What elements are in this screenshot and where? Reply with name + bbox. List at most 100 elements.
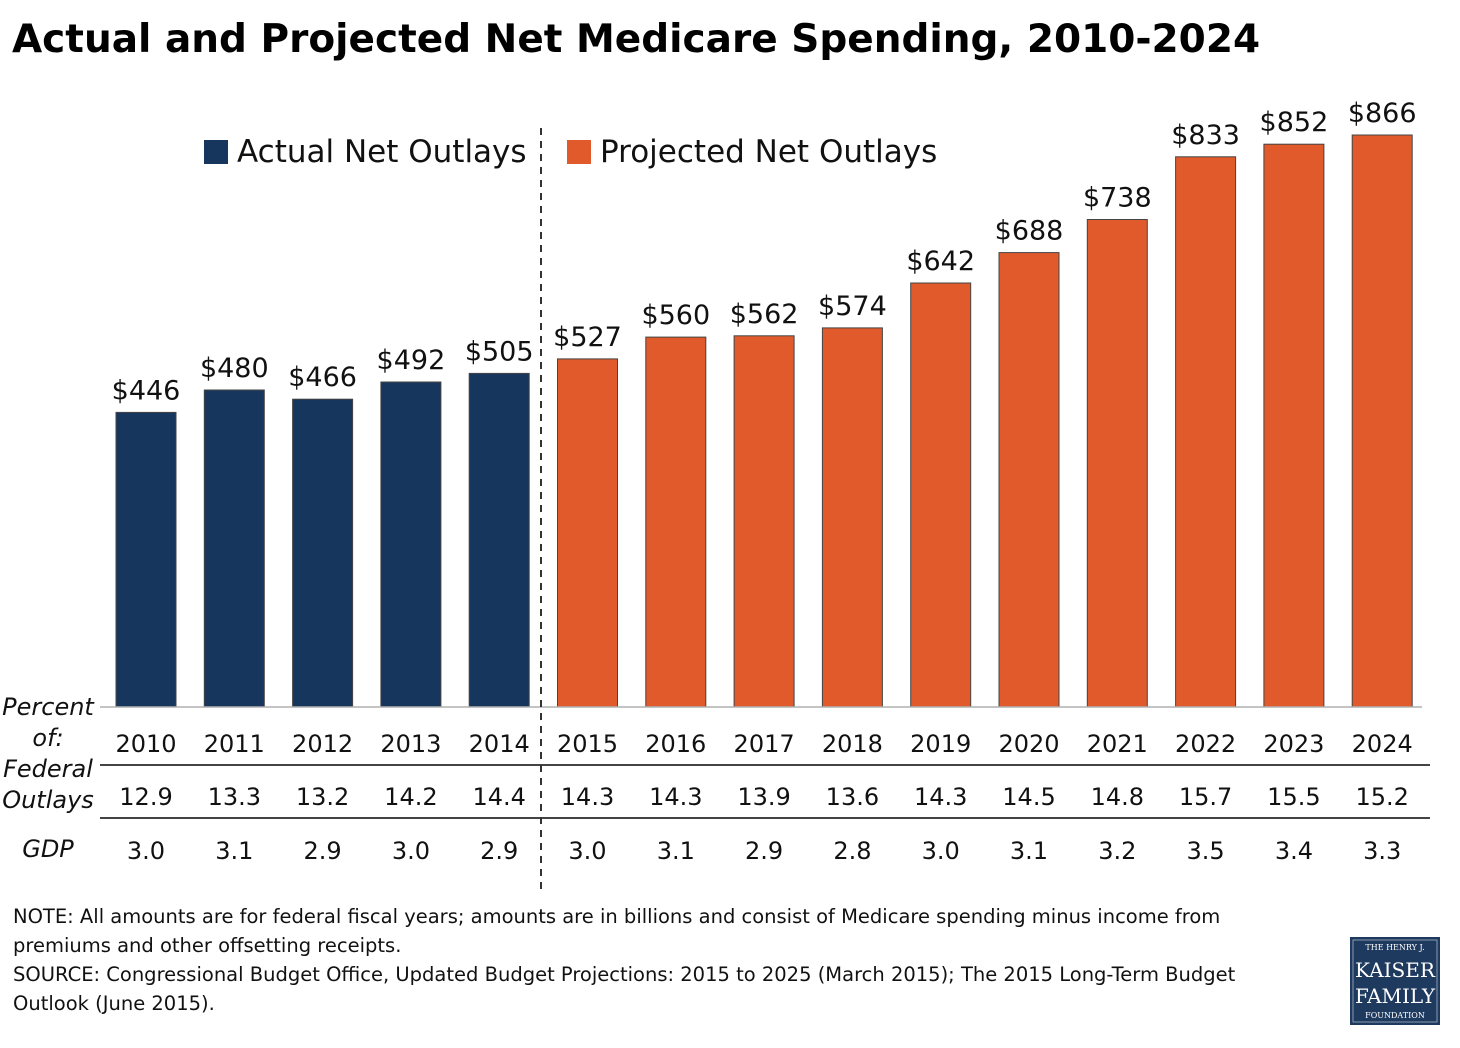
federal-outlays-pct-2022: 15.7 (1179, 783, 1232, 811)
bar-2011 (203, 389, 265, 708)
federal-outlays-pct-2021: 14.8 (1091, 783, 1144, 811)
year-label-2016: 2016 (645, 730, 706, 758)
gdp-pct-2022: 3.5 (1187, 837, 1225, 865)
federal-outlays-pct-2014: 14.4 (472, 783, 525, 811)
year-label-2019: 2019 (910, 730, 971, 758)
year-label-2020: 2020 (998, 730, 1059, 758)
bar-2023 (1263, 143, 1325, 708)
bar-2015 (557, 358, 618, 708)
bar-value-label-2013: $492 (377, 345, 446, 376)
federal-outlays-pct-2016: 14.3 (649, 783, 702, 811)
federal-outlays-pct-2020: 14.5 (1002, 783, 1055, 811)
bar-value-label-2022: $833 (1171, 120, 1240, 151)
year-label-2010: 2010 (115, 730, 176, 758)
gdp-pct-2011: 3.1 (215, 837, 253, 865)
legend-swatch-actual (204, 140, 228, 164)
year-label-2014: 2014 (469, 730, 530, 758)
gdp-pct-2023: 3.4 (1275, 837, 1313, 865)
logo-border (1352, 939, 1438, 1023)
row-header-line-2: of: (32, 724, 63, 752)
bar-value-label-2024: $866 (1348, 98, 1417, 129)
gdp-pct-2015: 3.0 (568, 837, 606, 865)
year-label-2023: 2023 (1263, 730, 1324, 758)
legend-label-projected: Projected Net Outlays (600, 134, 937, 170)
legend: Actual Net Outlays Projected Net Outlays (204, 134, 937, 170)
kaiser-family-foundation-logo: THE HENRY J. KAISER FAMILY FOUNDATION (1350, 937, 1440, 1025)
bar-2018 (821, 327, 883, 708)
bar-value-label-2021: $738 (1083, 183, 1152, 214)
bars-group (115, 134, 1413, 708)
logo-line-4: FOUNDATION (1365, 1011, 1425, 1020)
bar-value-label-2020: $688 (995, 216, 1064, 247)
year-label-2013: 2013 (380, 730, 441, 758)
year-label-2022: 2022 (1175, 730, 1236, 758)
legend-swatch-projected (567, 140, 591, 164)
source-line-1: SOURCE: Congressional Budget Office, Upd… (13, 963, 1236, 986)
bar-value-label-2015: $527 (553, 322, 622, 353)
year-label-2017: 2017 (734, 730, 795, 758)
note-line-1: NOTE: All amounts are for federal fiscal… (13, 905, 1220, 928)
bar-value-label-2011: $480 (200, 353, 269, 384)
bar-value-label-2019: $642 (906, 246, 975, 277)
year-label-2015: 2015 (557, 730, 618, 758)
bar-2014 (468, 372, 530, 708)
legend-label-actual: Actual Net Outlays (237, 134, 527, 170)
year-label-2018: 2018 (822, 730, 883, 758)
row-header-gdp: GDP (22, 835, 74, 863)
row-header-line-1: Percent (2, 693, 95, 721)
year-label-2021: 2021 (1087, 730, 1148, 758)
year-labels: 2010 2011 2012 2013 2014 2015 2016 2017 2018 2019… (115, 730, 1412, 758)
year-label-2024: 2024 (1352, 730, 1413, 758)
year-label-2012: 2012 (292, 730, 353, 758)
bar-2019 (910, 282, 972, 708)
gdp-pct-2024: 3.3 (1363, 837, 1401, 865)
bar-value-label-2018: $574 (818, 291, 887, 322)
gdp-pct-2014: 2.9 (480, 837, 518, 865)
gdp-pct-2016: 3.1 (657, 837, 695, 865)
gdp-pct-2020: 3.1 (1010, 837, 1048, 865)
federal-outlays-pct-2018: 13.6 (826, 783, 879, 811)
bar-2017 (733, 335, 795, 708)
bar-2013 (380, 381, 442, 708)
bar-2022 (1175, 156, 1237, 708)
row-header-federal-outlays: Percent of: Federal Outlays (2, 693, 95, 814)
bar-2021 (1086, 219, 1148, 708)
federal-outlays-pct-2015: 14.3 (561, 783, 614, 811)
percent-table-values: 12.9 3.0 13.3 3.1 13.2 2.9 14.2 3.0 14.4 2.9 14.3 3… (119, 783, 1409, 865)
gdp-pct-2012: 2.9 (304, 837, 342, 865)
logo-line-3: FAMILY (1355, 984, 1436, 1008)
federal-outlays-pct-2023: 15.5 (1267, 783, 1320, 811)
bar-value-label-2016: $560 (641, 300, 710, 331)
bar-value-label-2023: $852 (1260, 107, 1329, 138)
bar-2020 (998, 252, 1060, 708)
bar-value-label-2010: $446 (112, 375, 181, 406)
source-line-2: Outlook (June 2015). (13, 992, 215, 1015)
federal-outlays-pct-2024: 15.2 (1355, 783, 1408, 811)
gdp-pct-2021: 3.2 (1098, 837, 1136, 865)
gdp-pct-2017: 2.9 (745, 837, 783, 865)
bar-value-label-2017: $562 (730, 299, 799, 330)
bar-value-label-2014: $505 (465, 336, 534, 367)
bar-value-labels: $446 $480 $466 $492 $505 $527 $560 $562 $574 $642… (112, 98, 1417, 406)
row-header-line-3: Federal (3, 755, 93, 783)
federal-outlays-pct-2012: 13.2 (296, 783, 349, 811)
note-line-2: premiums and other offsetting receipts. (13, 934, 401, 957)
row-header-line-4: Outlays (2, 786, 94, 814)
gdp-pct-2013: 3.0 (392, 837, 430, 865)
federal-outlays-pct-2011: 13.3 (208, 783, 261, 811)
bar-2024 (1351, 134, 1413, 708)
bar-value-label-2012: $466 (288, 362, 357, 393)
bar-2012 (292, 398, 354, 708)
logo-line-1: THE HENRY J. (1365, 943, 1424, 952)
notes: NOTE: All amounts are for federal fiscal… (13, 905, 1236, 1015)
bar-2016 (645, 336, 707, 708)
federal-outlays-pct-2017: 13.9 (737, 783, 790, 811)
year-label-2011: 2011 (204, 730, 265, 758)
gdp-pct-2010: 3.0 (127, 837, 165, 865)
chart-title: Actual and Projected Net Medicare Spendi… (12, 17, 1260, 62)
federal-outlays-pct-2013: 14.2 (384, 783, 437, 811)
bar-2010 (115, 411, 177, 708)
federal-outlays-pct-2010: 12.9 (119, 783, 172, 811)
logo-background (1350, 937, 1440, 1025)
